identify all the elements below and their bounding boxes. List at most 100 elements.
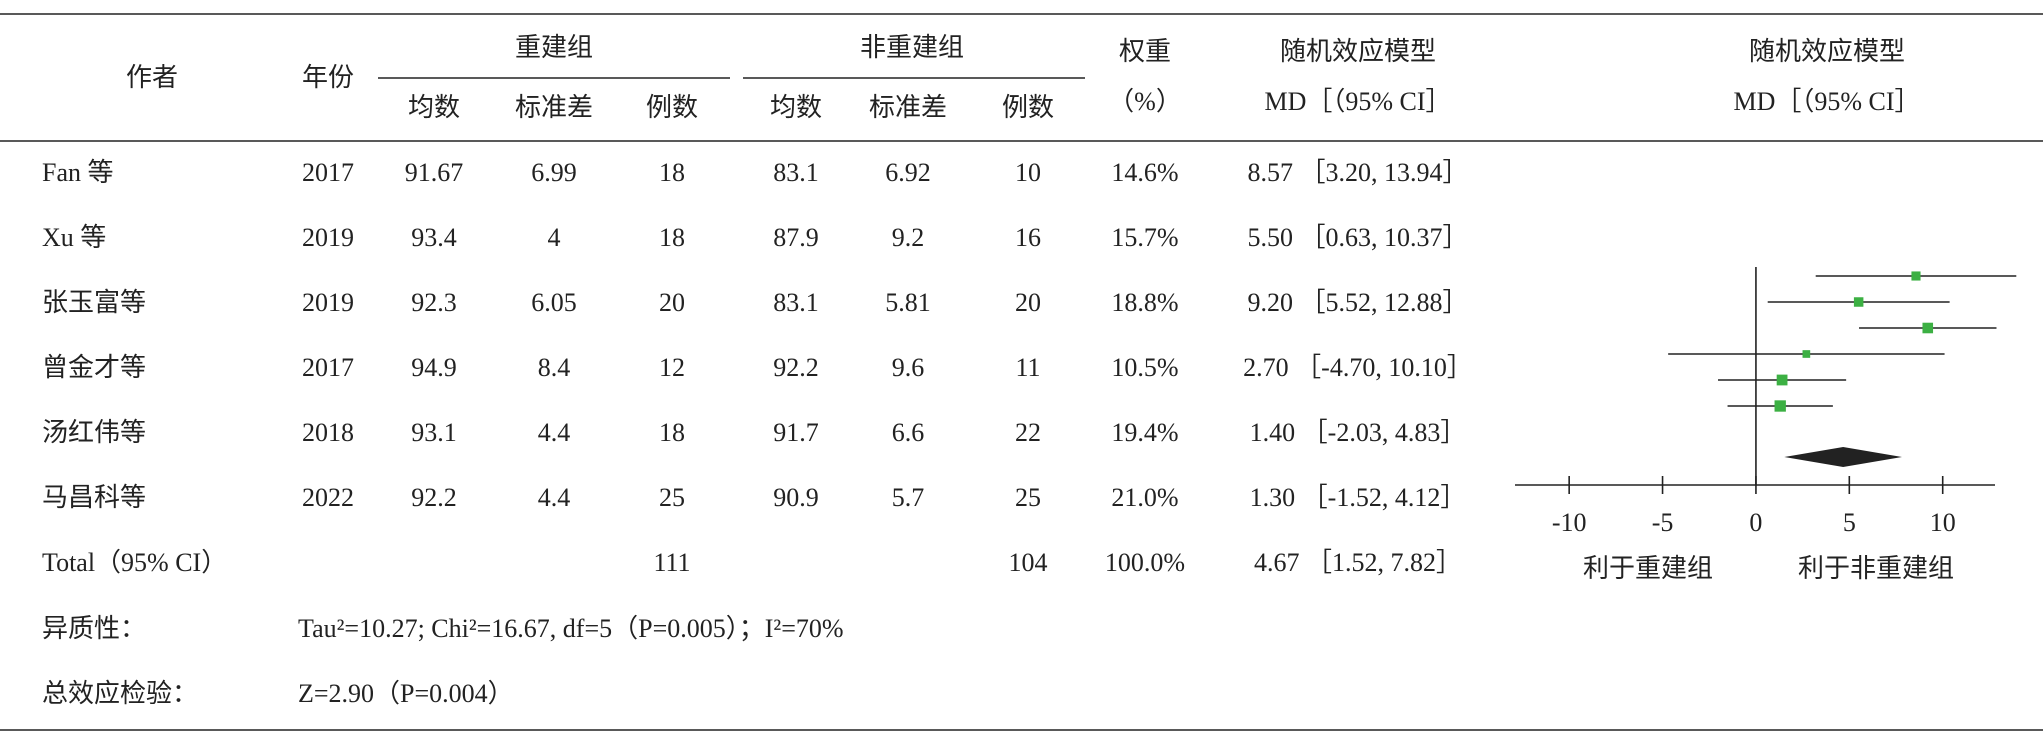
- cell: 92.2: [411, 483, 457, 512]
- weight: 14.6%: [1111, 158, 1178, 187]
- cell: 10: [1015, 158, 1041, 187]
- header: 重建组: [515, 33, 593, 62]
- md: 9.20: [1247, 288, 1293, 317]
- bracket: ］: [1447, 353, 1473, 382]
- cell: 6.6: [892, 418, 925, 447]
- effect-cell: 9.20 ［5.52, 12.88］: [1247, 288, 1468, 317]
- separator: ,: [1371, 288, 1384, 317]
- separator: ,: [1382, 483, 1395, 512]
- ci-low: 5.52: [1326, 288, 1372, 317]
- bracket: ］: [1443, 223, 1469, 252]
- ci-high: 7.82: [1391, 548, 1437, 577]
- md: 2.70: [1243, 353, 1289, 382]
- header: （%）: [1108, 87, 1182, 116]
- year: 2017: [302, 158, 354, 187]
- header: 随机效应模型: [1749, 37, 1905, 66]
- bracket: ［: [1306, 548, 1332, 577]
- x-tick-label: -5: [1652, 508, 1674, 537]
- effect-cell: 2.70 ［-4.70, 10.10］: [1243, 353, 1473, 382]
- point-estimate: [1776, 374, 1788, 386]
- header: 随机效应模型: [1280, 37, 1436, 66]
- point-estimate: [1853, 297, 1864, 307]
- ci-high: 4.83: [1395, 418, 1441, 447]
- weight: 18.8%: [1111, 288, 1178, 317]
- cell: 18: [659, 158, 685, 187]
- cell: 4: [548, 223, 561, 252]
- cell: 6.99: [531, 158, 577, 187]
- effect-cell: 1.40 ［-2.03, 4.83］: [1250, 418, 1467, 447]
- ci-high: 10.10: [1388, 353, 1447, 382]
- separator: ,: [1371, 223, 1384, 252]
- bracket: ［: [1299, 288, 1325, 317]
- cell: 92.3: [411, 288, 457, 317]
- cell: 90.9: [773, 483, 819, 512]
- author: 汤红伟等: [42, 418, 146, 447]
- md: 1.30: [1250, 483, 1296, 512]
- year: 2017: [302, 353, 354, 382]
- effect-cell: 5.50 ［0.63, 10.37］: [1247, 223, 1468, 252]
- cell: 5.81: [885, 288, 931, 317]
- weight: 10.5%: [1111, 353, 1178, 382]
- bracket: ］: [1436, 548, 1462, 577]
- cell: 20: [659, 288, 685, 317]
- cell: 5.7: [892, 483, 925, 512]
- bracket: ［: [1302, 483, 1328, 512]
- effect-cell: 8.57 ［3.20, 13.94］: [1247, 158, 1468, 187]
- bracket: ］: [1440, 483, 1466, 512]
- cell: 16: [1015, 223, 1041, 252]
- cell: 9.6: [892, 353, 925, 382]
- cell: 91.67: [405, 158, 464, 187]
- cell: 11: [1015, 353, 1040, 382]
- x-tick-label: 10: [1930, 508, 1956, 537]
- header: 年份: [302, 63, 354, 92]
- sub-header: 例数: [1002, 93, 1054, 122]
- bracket: ［: [1299, 158, 1325, 187]
- summary-diamond: [1784, 447, 1902, 467]
- ci-low: -4.70: [1321, 353, 1375, 382]
- axis-note: 利于重建组: [1583, 554, 1713, 583]
- cell: 9.2: [892, 223, 925, 252]
- cell: 25: [1015, 483, 1041, 512]
- year: 2019: [302, 223, 354, 252]
- overall-label: 总效应检验：: [42, 679, 198, 708]
- separator: ,: [1382, 418, 1395, 447]
- author: 曾金才等: [42, 353, 146, 382]
- heterogeneity-label: 异质性：: [42, 614, 146, 643]
- separator: ,: [1375, 353, 1388, 382]
- header: MD［（95% CI］: [1733, 87, 1920, 116]
- point-estimate: [1802, 350, 1811, 358]
- effect-cell: 1.30 ［-1.52, 4.12］: [1250, 483, 1467, 512]
- bracket: ［: [1299, 223, 1325, 252]
- year: 2018: [302, 418, 354, 447]
- cell: 6.05: [531, 288, 577, 317]
- cell: 83.1: [773, 288, 819, 317]
- cell: 92.2: [773, 353, 819, 382]
- cell: 91.7: [773, 418, 819, 447]
- ci-high: 13.94: [1384, 158, 1443, 187]
- bracket: ］: [1443, 158, 1469, 187]
- cell: 104: [1009, 548, 1048, 577]
- cell: 93.4: [411, 223, 457, 252]
- cell: 4.4: [538, 483, 571, 512]
- weight: 100.0%: [1105, 548, 1185, 577]
- cell: 8.4: [538, 353, 571, 382]
- x-tick-label: -10: [1552, 508, 1587, 537]
- author: Fan 等: [42, 158, 114, 187]
- bracket: ［: [1302, 418, 1328, 447]
- author: 马昌科等: [42, 483, 146, 512]
- header: MD［（95% CI］: [1264, 87, 1451, 116]
- cell: 12: [659, 353, 685, 382]
- year: 2022: [302, 483, 354, 512]
- ci-low: -1.52: [1328, 483, 1382, 512]
- ci-high: 4.12: [1395, 483, 1441, 512]
- separator: ,: [1371, 158, 1384, 187]
- bracket: ］: [1440, 418, 1466, 447]
- header: 权重: [1119, 37, 1171, 66]
- sub-header: 标准差: [869, 93, 947, 122]
- cell: 22: [1015, 418, 1041, 447]
- cell: 94.9: [411, 353, 457, 382]
- cell: 111: [653, 548, 690, 577]
- ci-low: 3.20: [1326, 158, 1372, 187]
- cell: 18: [659, 223, 685, 252]
